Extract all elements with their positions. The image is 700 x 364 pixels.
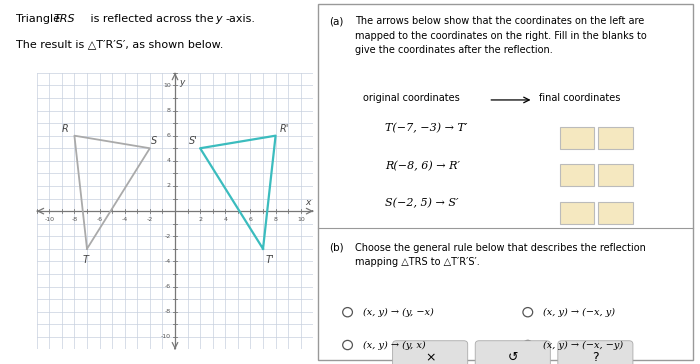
Text: 8: 8: [274, 217, 277, 222]
Text: (x, y) → (y, x): (x, y) → (y, x): [363, 340, 425, 349]
FancyBboxPatch shape: [393, 341, 468, 364]
Text: -4: -4: [164, 259, 171, 264]
Text: 6: 6: [248, 217, 253, 222]
Text: y: y: [216, 14, 223, 24]
Text: Triangle: Triangle: [16, 14, 64, 24]
Text: S': S': [189, 136, 197, 146]
Text: T(−7, −3) → T′: T(−7, −3) → T′: [385, 123, 468, 134]
Text: -6: -6: [97, 217, 103, 222]
Text: (x, y) → (−x, −y): (x, y) → (−x, −y): [542, 340, 623, 349]
Text: 10: 10: [297, 217, 304, 222]
FancyBboxPatch shape: [558, 341, 633, 364]
Text: S: S: [151, 136, 158, 146]
Text: 4: 4: [167, 158, 171, 163]
FancyBboxPatch shape: [598, 127, 633, 149]
Text: 8: 8: [167, 108, 171, 113]
FancyBboxPatch shape: [598, 164, 633, 186]
Text: x: x: [305, 198, 311, 207]
Text: T': T': [265, 255, 274, 265]
Text: -2: -2: [147, 217, 153, 222]
Text: -10: -10: [160, 335, 171, 339]
Text: T: T: [83, 255, 89, 265]
Text: -10: -10: [44, 217, 55, 222]
Text: 2: 2: [167, 183, 171, 189]
Text: The arrows below show that the coordinates on the left are
mapped to the coordin: The arrows below show that the coordinat…: [355, 16, 647, 55]
Text: (b): (b): [329, 243, 344, 253]
Text: -8: -8: [164, 309, 171, 314]
Text: y: y: [178, 78, 184, 87]
FancyBboxPatch shape: [598, 202, 633, 224]
Text: R': R': [279, 124, 288, 134]
Text: -4: -4: [122, 217, 128, 222]
Text: ↺: ↺: [508, 351, 518, 364]
Text: 6: 6: [167, 133, 171, 138]
Text: -2: -2: [164, 234, 171, 239]
Text: The result is △T′R′S′, as shown below.: The result is △T′R′S′, as shown below.: [16, 39, 223, 49]
Text: -8: -8: [71, 217, 78, 222]
Text: TRS: TRS: [54, 14, 75, 24]
FancyBboxPatch shape: [475, 341, 550, 364]
Text: original coordinates: original coordinates: [363, 93, 459, 103]
Text: ×: ×: [425, 351, 435, 364]
Text: (x, y) → (y, −x): (x, y) → (y, −x): [363, 308, 433, 317]
Text: 2: 2: [198, 217, 202, 222]
FancyBboxPatch shape: [318, 4, 693, 360]
Text: R(−8, 6) → R′: R(−8, 6) → R′: [385, 161, 460, 171]
Text: final coordinates: final coordinates: [539, 93, 620, 103]
Text: 4: 4: [223, 217, 228, 222]
Text: -6: -6: [164, 284, 171, 289]
FancyBboxPatch shape: [560, 202, 594, 224]
Text: (a): (a): [329, 16, 343, 26]
Text: is reflected across the: is reflected across the: [87, 14, 217, 24]
Text: (x, y) → (−x, y): (x, y) → (−x, y): [542, 308, 615, 317]
Text: -axis.: -axis.: [225, 14, 256, 24]
FancyBboxPatch shape: [560, 127, 594, 149]
Text: R: R: [62, 124, 68, 134]
Text: S(−2, 5) → S′: S(−2, 5) → S′: [385, 198, 459, 209]
Text: Choose the general rule below that describes the reflection
mapping △TRS to △T′R: Choose the general rule below that descr…: [355, 243, 646, 267]
FancyBboxPatch shape: [560, 164, 594, 186]
Text: ?: ?: [592, 351, 598, 364]
Text: 10: 10: [163, 83, 171, 88]
